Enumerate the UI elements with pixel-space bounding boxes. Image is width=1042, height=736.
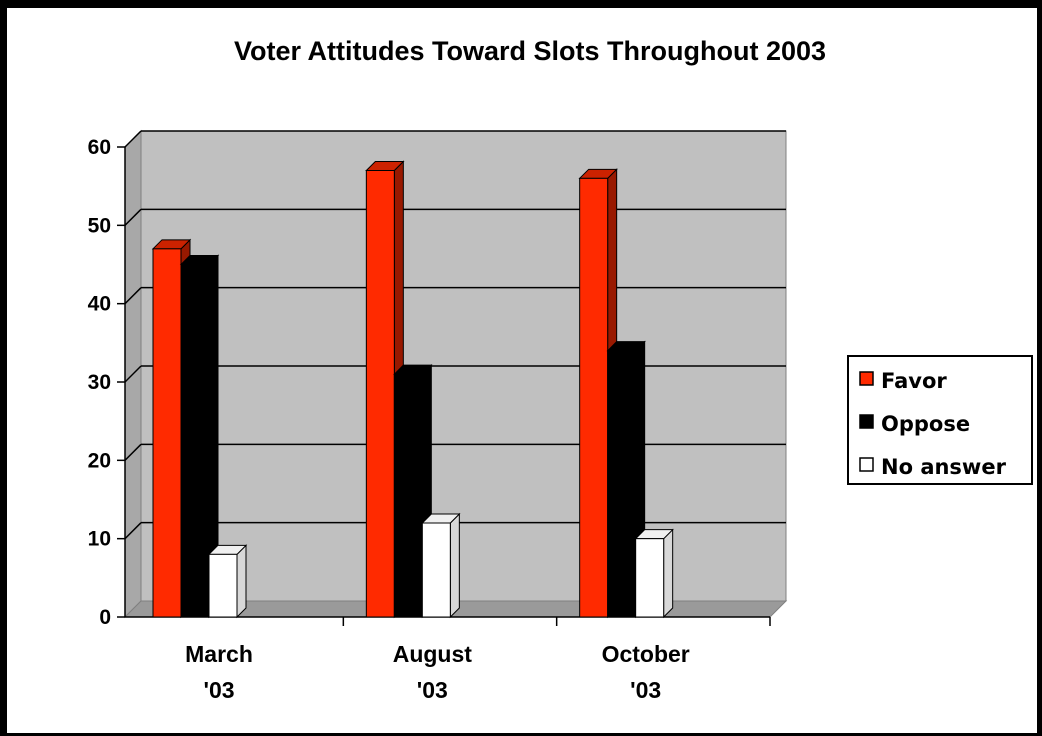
bar-favor [152,248,182,618]
bar-oppose [180,264,210,618]
gridline-side [124,365,142,383]
legend-label: Favor [881,369,947,393]
y-tick-label: 60 [88,136,111,159]
legend-swatch [859,457,874,472]
bar-favor [365,170,395,618]
x-category-label: '03 [203,677,234,703]
legend-swatch [859,414,874,429]
gridline-side [124,287,142,305]
bar-no-answer [421,522,451,618]
legend: Favor Oppose No answer [847,355,1033,485]
plot-area: 0 10 20 30 40 50 60 March '03 August '03 October '03 [88,129,788,703]
legend-label: Oppose [881,412,970,436]
y-tick-label: 30 [88,371,111,394]
gridline-side [124,522,142,540]
gridline-side [124,443,142,461]
y-tick-label: 0 [99,606,111,629]
x-category-label: August [393,641,473,667]
y-tick-label: 50 [88,214,111,237]
legend-swatch [859,371,874,386]
y-tick-label: 10 [88,528,111,551]
legend-box [847,355,1033,485]
gridline-side [124,130,142,148]
x-category-label: March [185,641,253,667]
bar-no-answer [208,553,238,618]
y-tick-label: 40 [88,293,111,316]
bar-side-no-answer [449,512,460,619]
chart-title: Voter Attitudes Toward Slots Throughout … [234,36,826,66]
x-category-label: '03 [630,677,661,703]
bar-no-answer [635,538,665,618]
bar-side-no-answer [663,528,674,619]
legend-label: No answer [881,455,1007,479]
gridline-side [124,208,142,226]
bar-oppose [393,373,423,618]
bar-oppose [607,350,637,618]
bar-favor [579,177,609,618]
bar-side-no-answer [236,544,247,619]
x-category-label: '03 [417,677,448,703]
x-category-label: October [602,641,690,667]
y-tick-label: 20 [88,449,111,472]
